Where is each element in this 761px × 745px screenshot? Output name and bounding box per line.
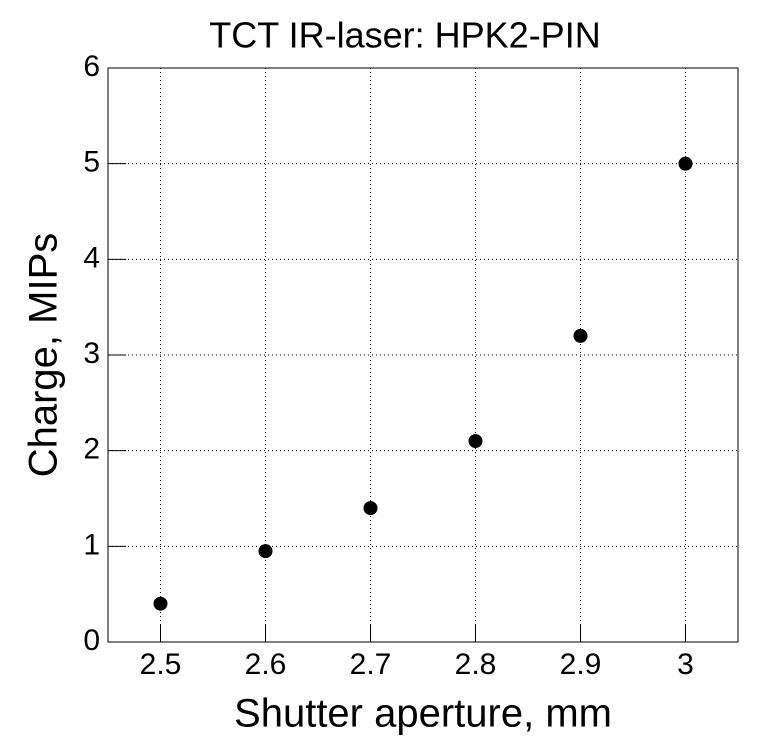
y-axis-label: Charge, MIPs <box>22 233 66 478</box>
x-axis-label: Shutter aperture, mm <box>234 692 612 736</box>
y-tick-label: 3 <box>83 337 100 370</box>
data-point <box>573 328 588 343</box>
data-point <box>153 596 168 611</box>
x-tick-label: 2.8 <box>455 648 497 681</box>
y-tick-label: 2 <box>83 433 100 466</box>
x-tick-label: 2.9 <box>560 648 602 681</box>
x-tick-label: 3 <box>677 648 694 681</box>
y-tick-label: 5 <box>83 146 100 179</box>
data-point <box>363 501 378 516</box>
y-tick-label: 1 <box>83 528 100 561</box>
chart-title: TCT IR-laser: HPK2-PIN <box>209 15 600 56</box>
x-tick-label: 2.5 <box>140 648 182 681</box>
x-tick-label: 2.7 <box>350 648 392 681</box>
data-point <box>258 544 273 559</box>
y-tick-label: 0 <box>83 624 100 657</box>
plot-frame <box>107 67 739 643</box>
data-point <box>678 156 693 171</box>
data-point <box>468 434 483 449</box>
y-tick-label: 4 <box>83 241 100 274</box>
x-tick-label: 2.6 <box>245 648 287 681</box>
y-tick-label: 6 <box>83 50 100 83</box>
